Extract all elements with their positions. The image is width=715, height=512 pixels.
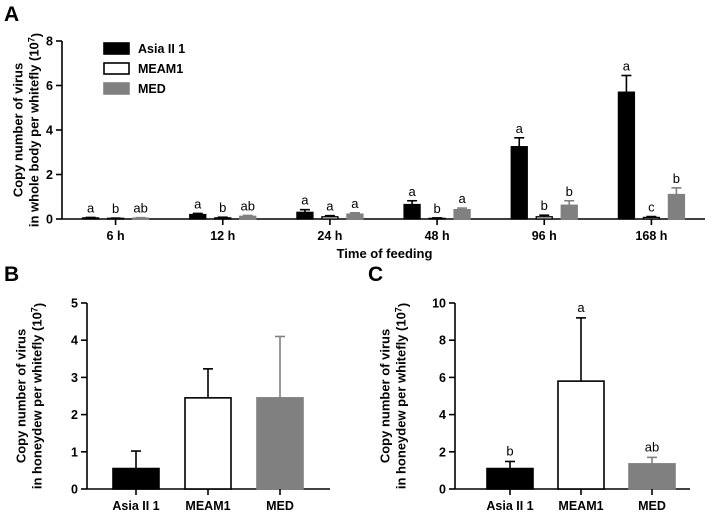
b-bar-asia-ii-1 xyxy=(112,467,160,490)
b-x-tick-label-asia-ii-1: Asia II 1 xyxy=(112,499,159,512)
a-y-tick-label: 6 xyxy=(46,79,53,93)
panel-label-b: B xyxy=(4,263,19,286)
a-significance-label: b xyxy=(673,171,680,186)
c-significance-label: ab xyxy=(645,439,659,454)
a-y-tick-label: 2 xyxy=(46,168,53,182)
a-significance-label: a xyxy=(326,199,334,214)
panel-label-c: C xyxy=(368,263,383,286)
a-x-tick-label-12-h: 12 h xyxy=(210,229,235,243)
a-bar-med-168-h xyxy=(667,193,686,220)
a-bar-meam1-168-h xyxy=(642,216,661,220)
a-bar-asia-ii-1-12-h xyxy=(189,213,207,220)
b-y-tick-label: 1 xyxy=(71,445,78,459)
chart-panel-c: 0 2 4 6 8 10 Copy number of virusin honeydew p… xyxy=(377,297,690,512)
legend-swatch-asia-ii-1 xyxy=(103,42,130,55)
a-significance-label: b xyxy=(541,198,548,213)
c-y-tick-label: 2 xyxy=(439,445,446,459)
b-y-tick-label: 4 xyxy=(71,334,78,348)
b-y-tick-label: 5 xyxy=(71,297,78,311)
a-x-tick-label-6-h: 6 h xyxy=(107,229,125,243)
b-y-axis-title: Copy number of virusin honeydew per whit… xyxy=(13,303,46,489)
legend-label-asia-ii-1: Asia II 1 xyxy=(138,42,185,56)
a-y-tick-label: 0 xyxy=(46,213,53,227)
a-significance-label: c xyxy=(648,200,655,215)
c-bar-asia-ii-1 xyxy=(486,467,534,490)
a-significance-label: a xyxy=(516,121,524,136)
c-y-tick-label: 4 xyxy=(439,408,446,422)
a-significance-label: a xyxy=(194,196,202,211)
c-x-tick-label-asia-ii-1: Asia II 1 xyxy=(486,499,533,512)
a-significance-label: b xyxy=(433,201,440,216)
a-x-tick-label-24-h: 24 h xyxy=(317,229,342,243)
b-y-tick-label: 0 xyxy=(71,483,78,497)
c-y-tick-label: 10 xyxy=(432,297,446,311)
b-y-tick-label: 2 xyxy=(71,408,78,422)
panel-label-a: A xyxy=(4,3,19,26)
a-y-tick-label: 8 xyxy=(46,35,53,49)
a-significance-label: a xyxy=(623,58,631,73)
c-y-axis-title: Copy number of virusin honeydew per whit… xyxy=(377,303,410,489)
c-significance-label: a xyxy=(577,300,585,315)
a-bar-med-96-h xyxy=(560,204,578,220)
a-bar-asia-ii-1-48-h xyxy=(403,203,421,220)
chart-panel-b: 0 1 2 3 4 5 Copy number of virusin honeydew pe… xyxy=(13,297,330,512)
a-significance-label: a xyxy=(408,184,416,199)
a-x-tick-label-168-h: 168 h xyxy=(635,229,667,243)
a-bar-meam1-24-h xyxy=(321,216,339,220)
c-y-tick-label: 8 xyxy=(439,334,446,348)
c-x-tick-label-meam1: MEAM1 xyxy=(558,499,603,512)
a-bar-med-24-h xyxy=(346,213,364,220)
c-significance-label: b xyxy=(506,443,513,458)
a-significance-label: b xyxy=(566,184,573,199)
c-y-tick-label: 6 xyxy=(439,371,446,385)
a-bar-meam1-96-h xyxy=(535,216,553,220)
a-y-axis-title: Copy number of virusin whole body per wh… xyxy=(10,33,43,227)
a-bar-med-48-h xyxy=(453,209,471,220)
a-bar-asia-ii-1-168-h xyxy=(617,91,636,220)
a-significance-label: a xyxy=(458,191,466,206)
b-y-tick-label: 3 xyxy=(71,371,78,385)
legend-swatch-meam1 xyxy=(103,62,130,75)
a-y-tick-label: 4 xyxy=(46,124,53,138)
a-significance-label: b xyxy=(219,200,226,215)
a-bar-asia-ii-1-96-h xyxy=(510,146,528,220)
legend-label-med: MED xyxy=(138,82,166,96)
a-significance-label: a xyxy=(301,193,309,208)
c-bar-meam1 xyxy=(557,380,605,490)
a-x-tick-label-48-h: 48 h xyxy=(425,229,450,243)
c-x-tick-label-med: MED xyxy=(638,499,666,512)
a-x-axis-title: Time of feeding xyxy=(337,246,433,261)
a-x-tick-label-96-h: 96 h xyxy=(532,229,557,243)
a-significance-label: ab xyxy=(241,198,255,213)
legend-swatch-med xyxy=(103,82,130,95)
b-bar-meam1 xyxy=(184,397,232,490)
a-bar-meam1-12-h xyxy=(214,217,232,220)
b-bar-med xyxy=(256,397,304,490)
legend-label-meam1: MEAM1 xyxy=(138,62,183,76)
c-y-tick-label: 0 xyxy=(439,483,446,497)
a-significance-label: a xyxy=(87,200,95,215)
a-bar-med-12-h xyxy=(239,215,257,220)
a-significance-label: b xyxy=(112,201,119,216)
a-significance-label: ab xyxy=(133,201,147,216)
a-significance-label: a xyxy=(351,196,359,211)
a-bar-asia-ii-1-24-h xyxy=(296,211,314,220)
b-x-tick-label-med: MED xyxy=(266,499,294,512)
c-bar-med xyxy=(628,463,676,490)
b-x-tick-label-meam1: MEAM1 xyxy=(185,499,230,512)
